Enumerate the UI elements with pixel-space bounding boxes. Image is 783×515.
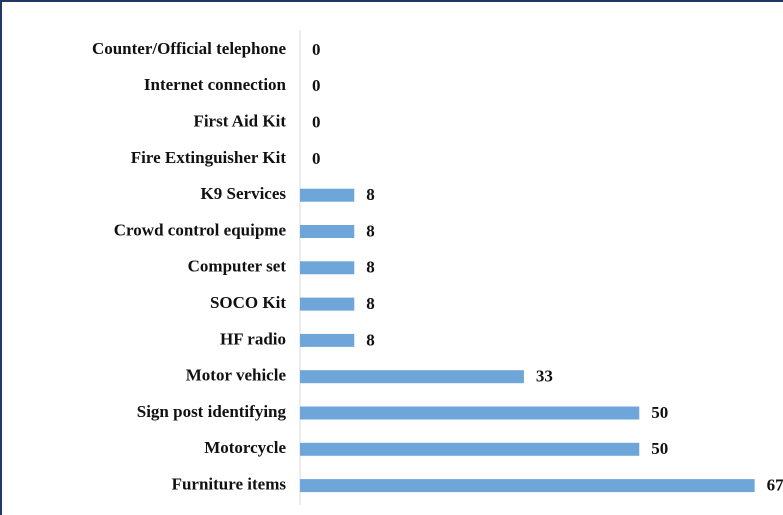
y-tick-label: Computer set	[188, 257, 287, 276]
data-label: 8	[366, 185, 375, 204]
y-tick-label: K9 Services	[201, 184, 287, 203]
bar	[300, 442, 640, 456]
bar	[300, 297, 355, 311]
data-label: 8	[366, 294, 375, 313]
y-tick-label: Motor vehicle	[186, 366, 287, 385]
y-tick-label: Fire Extinguisher Kit	[131, 148, 287, 167]
data-label: 0	[312, 149, 321, 168]
y-tick-label: HF radio	[220, 329, 286, 348]
y-tick-label: Sign post identifying	[137, 402, 287, 421]
bar	[300, 261, 355, 275]
bar	[300, 370, 524, 384]
y-tick-label: Furniture items	[172, 475, 287, 494]
y-tick-label: SOCO Kit	[210, 293, 286, 312]
data-label: 8	[366, 258, 375, 277]
y-tick-label: First Aid Kit	[193, 112, 286, 131]
data-label: 0	[312, 40, 321, 59]
data-label: 8	[366, 221, 375, 240]
y-tick-label: Motorcycle	[204, 438, 286, 457]
data-label: 33	[536, 367, 553, 386]
bar	[300, 225, 355, 238]
bar	[300, 406, 640, 420]
data-label: 50	[651, 403, 668, 422]
bar	[300, 333, 355, 347]
data-label: 50	[651, 439, 668, 458]
y-tick-label: Internet connection	[144, 75, 287, 94]
data-label: 0	[312, 76, 321, 95]
y-tick-label: Crowd control equipme	[114, 220, 287, 239]
data-label: 0	[312, 113, 321, 132]
bar	[300, 479, 755, 493]
y-tick-label: Counter/Official telephone	[92, 39, 287, 58]
bar	[300, 188, 355, 202]
data-label: 67	[767, 476, 783, 495]
data-label: 8	[366, 330, 375, 349]
